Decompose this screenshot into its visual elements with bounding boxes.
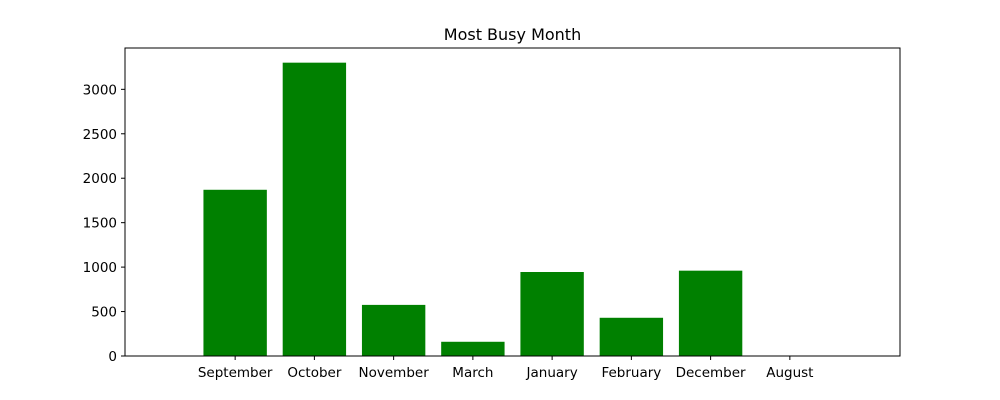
y-axis: 0 500 1000 1500 2000 2500 3000 (83, 82, 125, 365)
y-tick-label: 500 (91, 305, 117, 321)
plot-frame (124, 47, 901, 357)
y-tick-label: 2500 (83, 127, 117, 143)
x-tick-label: January (526, 365, 578, 381)
bar-september (203, 189, 267, 356)
x-tick-label: February (601, 365, 661, 381)
y-tick-label: 1500 (83, 216, 117, 232)
bars (203, 62, 822, 357)
bar-february (599, 317, 664, 356)
chart-title: Most Busy Month (444, 25, 581, 44)
x-tick-label: December (676, 365, 746, 381)
bar-march (441, 341, 505, 356)
bar-december (678, 270, 743, 356)
bar-january (520, 272, 584, 356)
y-tick-label: 0 (108, 349, 117, 365)
x-tick-label: October (287, 365, 341, 381)
x-tick-label: November (359, 365, 430, 381)
x-axis: September October November March January Febr… (198, 356, 813, 381)
bar-november (361, 304, 426, 356)
bar-october (282, 62, 347, 357)
x-tick-label: March (452, 365, 493, 381)
x-tick-label: September (198, 365, 273, 381)
y-tick-label: 1000 (83, 260, 117, 276)
y-tick-label: 2000 (83, 171, 117, 187)
x-tick-label: August (766, 365, 813, 381)
y-tick-label: 3000 (83, 82, 117, 98)
